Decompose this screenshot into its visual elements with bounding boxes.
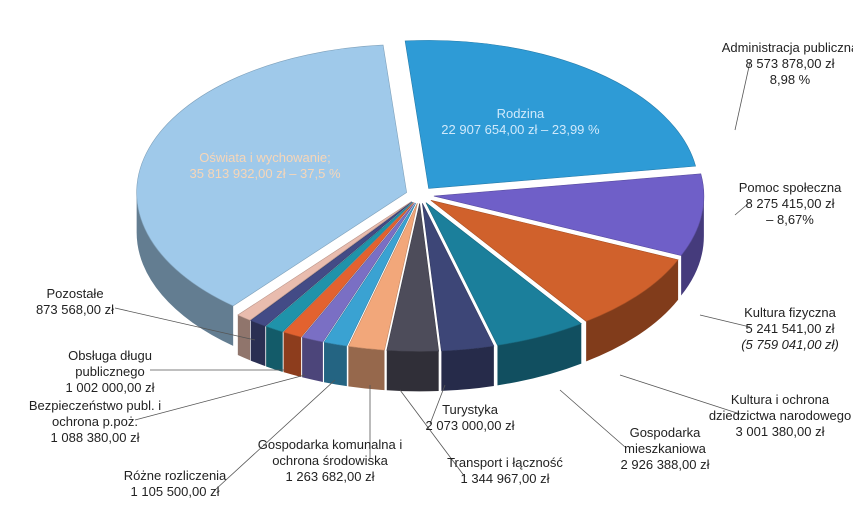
slice-side — [302, 337, 323, 382]
slice — [347, 203, 418, 391]
slice-side — [283, 332, 302, 378]
slice-side — [266, 326, 283, 372]
slice-top — [433, 173, 705, 256]
slice-top — [283, 202, 414, 338]
slice-side — [136, 192, 234, 346]
value-label: 873 568,00 zł — [35, 302, 115, 317]
slice-label: Administracja publiczna 8 573 878,00 zł 8,… — [715, 40, 853, 88]
slice-label: Bezpieczeństwo publ. i ochrona p.poż. 1 0… — [20, 398, 170, 446]
category-label: Bezpieczeństwo publ. i ochrona p.poż. — [28, 398, 162, 429]
leader-line — [619, 374, 741, 415]
slice — [386, 203, 440, 392]
category-label: Różne rozliczenia — [123, 468, 227, 483]
slice-side — [324, 342, 347, 387]
value-label: 1 344 967,00 zł — [460, 471, 550, 486]
slice-label: Pozostałe 873 568,00 zł — [0, 286, 150, 318]
category-label: Administracja publiczna — [721, 40, 853, 55]
slice-side — [441, 345, 494, 391]
slice — [250, 201, 413, 367]
slice-top — [386, 203, 440, 352]
slice — [265, 201, 414, 372]
slice-label: Turystyka 2 073 000,00 zł — [395, 402, 545, 434]
value-label: 8 573 878,00 zł — [745, 56, 835, 71]
slice-side — [386, 350, 439, 392]
slice-label: Obsługa długu publicznego 1 002 000,00 zł — [35, 348, 185, 396]
slice — [283, 202, 414, 378]
category-label: Oświata i wychowanie; — [199, 150, 331, 165]
sublabel: (5 759 041,00 zł) — [741, 337, 839, 352]
category-label: Gospodarka mieszkaniowa — [624, 425, 706, 456]
leader-line — [429, 384, 446, 425]
value-label: 1 105 500,00 zł — [130, 484, 220, 499]
category-label: Kultura i ochrona dziedzictwa narodowego — [708, 392, 852, 423]
slice — [430, 200, 679, 362]
category-label: Pomoc społeczna — [738, 180, 842, 195]
value-label: 8 275 415,00 zł — [745, 196, 835, 211]
leader-line — [734, 61, 751, 131]
leader-line — [734, 201, 751, 216]
category-label: Transport i łączność — [447, 455, 563, 470]
slice-side — [348, 346, 385, 391]
slice — [404, 40, 696, 189]
leader-line — [134, 374, 306, 421]
value-label: 5 241 541,00 zł — [745, 321, 835, 336]
sublabel: 8,98 % — [769, 72, 811, 87]
slice-label: Kultura fizyczna 5 241 541,00 zł (5 759 04… — [715, 305, 853, 353]
slice-top — [347, 203, 418, 351]
slice-top — [301, 202, 415, 343]
slice-top — [265, 201, 414, 333]
slice — [301, 202, 415, 382]
slice — [433, 173, 705, 296]
slice-top — [237, 201, 412, 321]
category-label: Pozostałe — [46, 286, 104, 301]
slice-label: Gospodarka mieszkaniowa 2 926 388,00 zł — [590, 425, 740, 473]
leader-line — [699, 314, 751, 328]
value-label: 3 001 380,00 zł — [735, 424, 825, 439]
leader-line — [214, 379, 336, 491]
leader-line — [399, 389, 466, 478]
value-label: 22 907 654,00 zł – 23,99 % — [441, 122, 600, 138]
slice-label: Transport i łączność 1 344 967,00 zł — [430, 455, 580, 487]
slice-top — [323, 202, 417, 347]
slice-side — [497, 323, 582, 386]
slice-top — [136, 44, 407, 307]
value-label: 2 073 000,00 zł — [425, 418, 515, 433]
value-label: 1 002 000,00 zł — [65, 380, 155, 395]
category-label: Gospodarka komunalna i ochrona środowisk… — [257, 437, 403, 468]
slice-top — [404, 40, 696, 189]
value-label: 2 926 388,00 zł — [620, 457, 710, 472]
slice-label: Kultura i ochrona dziedzictwa narodowego… — [705, 392, 853, 440]
slice-top — [430, 200, 679, 322]
sublabel: – 8,67% — [766, 212, 814, 227]
value-label: 35 813 932,00 zł – 37,5 % — [189, 166, 341, 181]
slice-label: Rodzina 22 907 654,00 zł – 23,99 % — [410, 106, 630, 138]
slice-side — [586, 259, 679, 362]
slice — [136, 44, 407, 346]
slice-top — [422, 203, 495, 352]
leader-line — [559, 389, 626, 448]
slice-label: Pomoc społeczna 8 275 415,00 zł – 8,67% — [715, 180, 853, 228]
slice-label: Różne rozliczenia 1 105 500,00 zł — [100, 468, 250, 500]
category-label: Turystyka — [442, 402, 498, 417]
slice-label: Gospodarka komunalna i ochrona środowisk… — [255, 437, 405, 485]
leader-line — [114, 307, 256, 341]
slice-top — [425, 202, 582, 346]
slice-top — [250, 201, 413, 327]
slice — [323, 202, 417, 387]
category-label: Rodzina — [496, 106, 545, 122]
slice — [422, 203, 495, 391]
category-label: Obsługa długu publicznego — [68, 348, 152, 379]
slice — [425, 202, 582, 386]
slice-side — [250, 320, 266, 367]
category-label: Kultura fizyczna — [744, 305, 836, 320]
slice-side — [681, 196, 704, 296]
slice-label: Oświata i wychowanie; 35 813 932,00 zł – … — [155, 150, 375, 182]
value-label: 1 088 380,00 zł — [50, 430, 140, 445]
value-label: 1 263 682,00 zł — [285, 469, 375, 484]
